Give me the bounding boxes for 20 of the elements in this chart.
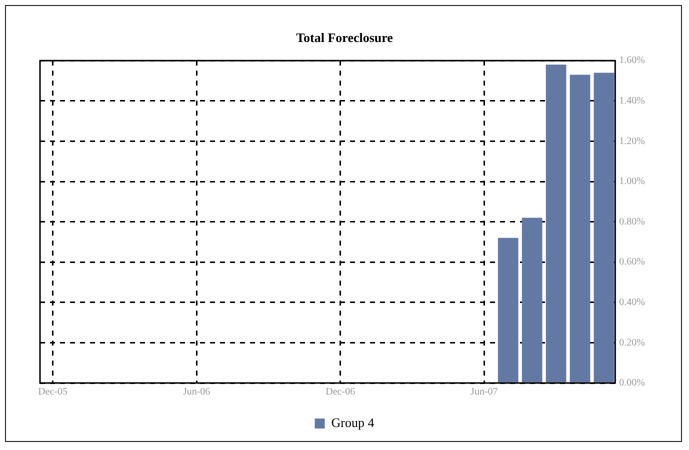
x-tick-label: Dec-06: [326, 386, 356, 398]
y-tick-label: 0.60%: [619, 256, 646, 268]
x-tick-label: Dec-05: [38, 386, 68, 398]
y-tick-label: 0.40%: [619, 297, 646, 308]
y-tick-label: 1.20%: [619, 136, 646, 147]
y-tick-label: 1.00%: [619, 176, 646, 188]
x-tick-label: Jun-07: [470, 386, 498, 398]
y-tick-label: 1.60%: [619, 55, 646, 66]
bar: [546, 64, 566, 382]
y-tick-label: 1.40%: [619, 96, 646, 107]
y-tick-label: 0.00%: [619, 378, 646, 389]
y-tick-label: 0.20%: [619, 337, 646, 348]
bar: [498, 238, 518, 382]
x-tick-label: Jun-06: [182, 386, 210, 398]
bar: [522, 218, 542, 382]
y-tick-label: 0.80%: [619, 216, 646, 228]
bar: [570, 74, 590, 382]
legend-label: Group 4: [331, 414, 375, 430]
chart-title: Total Foreclosure: [296, 30, 394, 46]
bar: [594, 72, 614, 382]
